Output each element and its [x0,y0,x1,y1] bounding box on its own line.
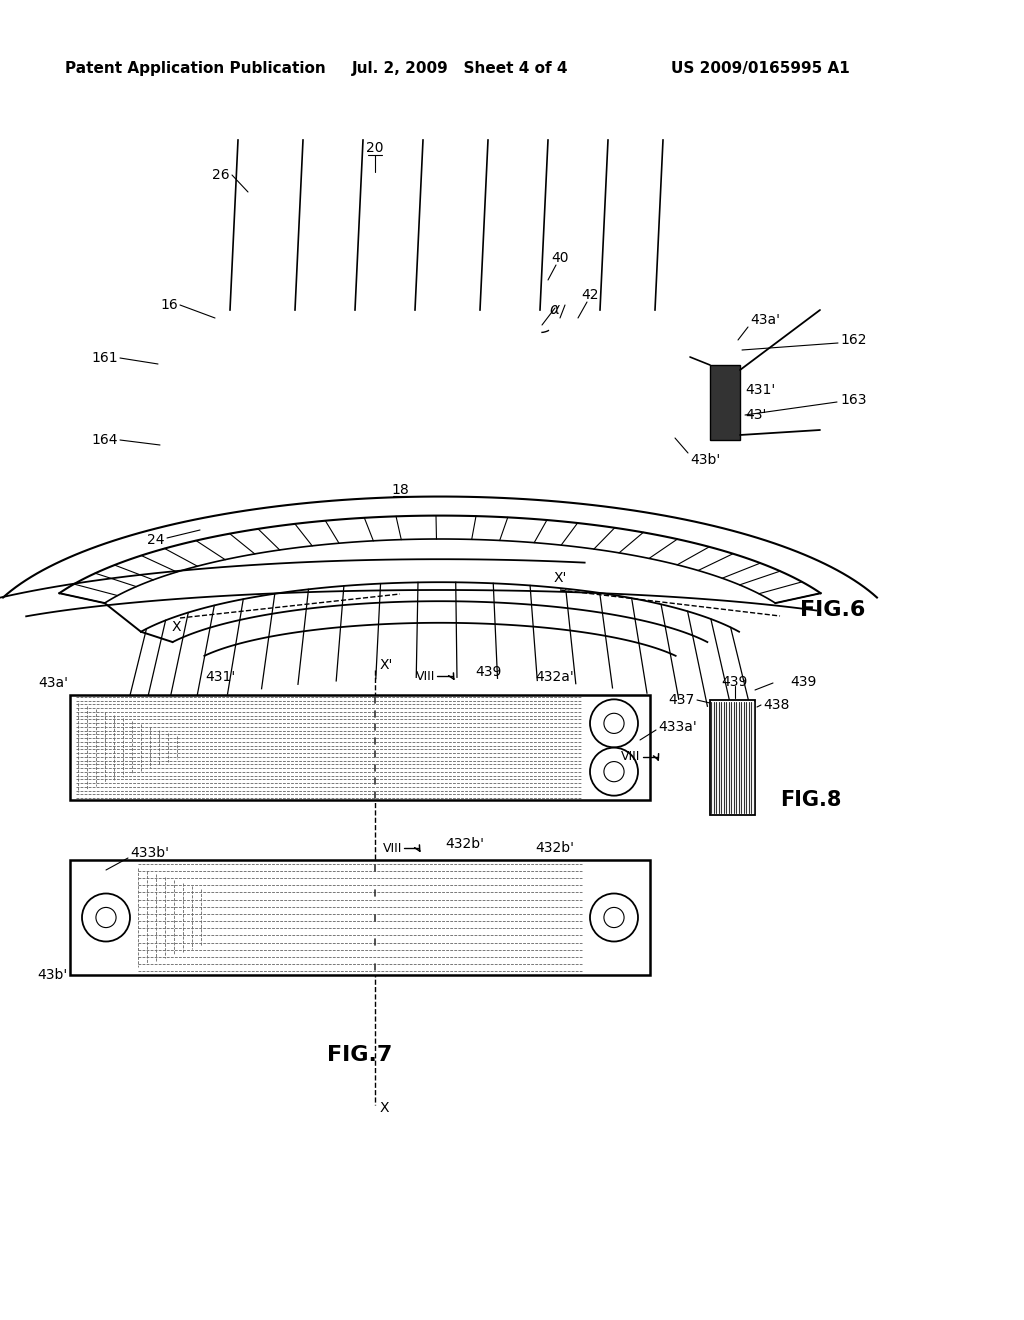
Text: 20: 20 [367,141,384,154]
Text: 43': 43' [745,408,766,422]
Text: Jul. 2, 2009   Sheet 4 of 4: Jul. 2, 2009 Sheet 4 of 4 [352,61,568,75]
Text: $\alpha$: $\alpha$ [549,302,561,318]
Text: 433a': 433a' [658,719,696,734]
Text: 43a': 43a' [38,676,68,690]
Circle shape [82,894,130,941]
Text: 24: 24 [147,533,165,546]
Text: 431': 431' [205,671,236,684]
Bar [710,366,740,440]
Circle shape [590,700,638,747]
Text: 439: 439 [475,665,502,678]
Text: VIII: VIII [621,751,640,763]
Text: 161: 161 [91,351,118,366]
Text: 439: 439 [790,675,816,689]
Text: X': X' [380,657,393,672]
Text: VIII: VIII [383,842,402,854]
Text: 164: 164 [91,433,118,447]
Text: 18: 18 [391,483,409,498]
Text: 42: 42 [582,288,599,302]
Circle shape [96,907,116,928]
Text: 438: 438 [763,698,790,711]
Circle shape [590,747,638,796]
Text: 26: 26 [212,168,230,182]
Text: FIG.7: FIG.7 [328,1045,392,1065]
Bar [70,861,650,975]
Text: FIG.8: FIG.8 [780,789,842,810]
Text: 432b': 432b' [445,837,484,851]
Circle shape [604,907,624,928]
Text: VIII: VIII [416,669,435,682]
Text: 43b': 43b' [38,968,68,982]
Circle shape [590,894,638,941]
Text: 40: 40 [551,251,568,265]
Text: US 2009/0165995 A1: US 2009/0165995 A1 [671,61,849,75]
Text: 43a': 43a' [750,313,780,327]
Text: 162: 162 [840,333,866,347]
Text: Patent Application Publication: Patent Application Publication [65,61,326,75]
Bar [710,700,755,814]
Text: 439: 439 [722,675,749,689]
Text: 433b': 433b' [130,846,169,861]
Text: 163: 163 [840,393,866,407]
Bar [70,696,650,800]
Text: X': X' [553,572,566,585]
Text: 16: 16 [160,298,178,312]
Text: 432a': 432a' [536,671,574,684]
Circle shape [604,762,624,781]
Text: 432b': 432b' [536,841,574,855]
Text: FIG.6: FIG.6 [800,601,865,620]
Text: 43b': 43b' [690,453,720,467]
Text: X: X [380,1101,389,1115]
Circle shape [604,713,624,734]
Text: 437: 437 [669,693,695,708]
Text: X: X [171,620,181,634]
Text: 431': 431' [745,383,775,397]
